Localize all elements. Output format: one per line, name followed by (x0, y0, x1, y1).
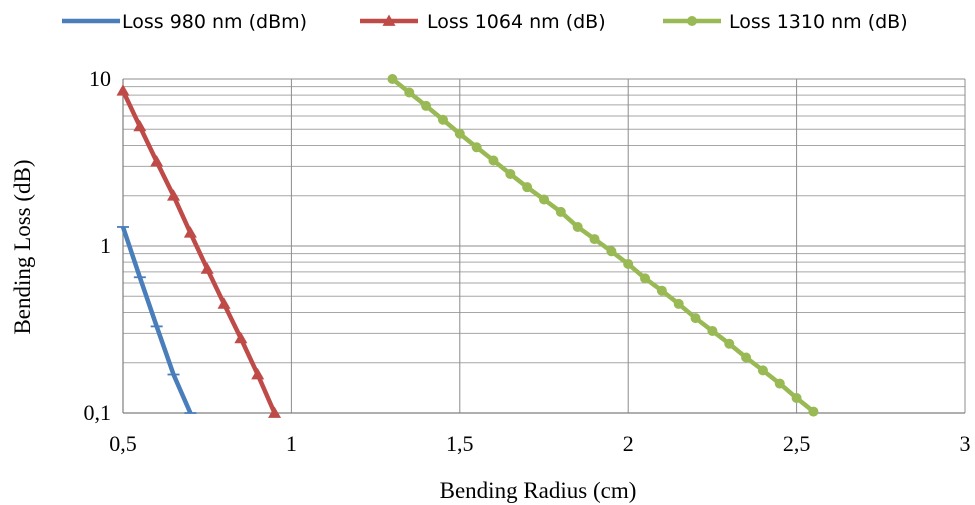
data-point (183, 226, 197, 238)
data-point (505, 168, 516, 179)
data-point (437, 114, 448, 125)
tick-labels: 0,5 1 1,5 2 2,5 3 0,1 1 10 (84, 66, 971, 456)
axes (122, 79, 965, 414)
series-line (120, 89, 277, 414)
data-point (217, 297, 231, 309)
data-point (673, 298, 684, 309)
data-point (421, 100, 432, 111)
data-point (200, 262, 214, 274)
data-point (707, 325, 718, 336)
data-point (488, 155, 499, 166)
x-tick-label: 1 (286, 431, 297, 456)
data-point (606, 246, 617, 257)
legend-label: Loss 1310 nm (dB) (729, 11, 908, 33)
data-point (724, 338, 735, 349)
y-axis-title: Bending Loss (dB) (10, 159, 35, 334)
legend-swatch-marker (687, 16, 697, 26)
y-tick-label: 0,1 (84, 400, 112, 425)
data-point (471, 142, 482, 153)
data-point (522, 182, 533, 193)
data-point (167, 189, 181, 201)
y-tick-label: 1 (100, 233, 111, 258)
x-tick-label: 2,5 (783, 431, 811, 456)
x-tick-label: 1,5 (446, 431, 474, 456)
grid (122, 78, 966, 414)
x-tick-label: 3 (960, 431, 971, 456)
series-layer (116, 74, 819, 418)
data-point (404, 87, 415, 98)
data-point (572, 221, 583, 232)
data-point (454, 128, 465, 139)
data-point (757, 365, 768, 376)
series-3 (387, 74, 819, 417)
data-point (623, 259, 634, 270)
legend-item-3: Loss 1310 nm (dB) (663, 11, 908, 33)
legend-item-1: Loss 980 nm (dBm) (62, 11, 307, 33)
x-tick-label: 2 (623, 431, 634, 456)
series-2 (116, 84, 282, 418)
series-line (120, 226, 193, 414)
x-tick-label: 0,5 (109, 431, 137, 456)
legend: Loss 980 nm (dBm) Loss 1064 nm (dB) Loss 1… (62, 11, 908, 33)
data-point (791, 392, 802, 403)
y-tick-label: 10 (89, 66, 111, 91)
data-point (133, 119, 147, 132)
data-point (656, 285, 667, 296)
data-point (690, 313, 701, 324)
data-point (150, 155, 164, 167)
data-point (589, 234, 600, 245)
data-point (640, 273, 651, 284)
data-point (116, 84, 130, 96)
data-point (539, 194, 549, 205)
legend-swatch-marker (382, 14, 396, 26)
legend-item-2: Loss 1064 nm (dB) (360, 11, 606, 33)
legend-label: Loss 1064 nm (dB) (427, 11, 606, 33)
data-point (387, 74, 398, 84)
data-point (234, 331, 248, 344)
data-point (268, 406, 282, 418)
data-point (741, 352, 752, 363)
data-point (774, 378, 785, 389)
x-axis-title: Bending Radius (cm) (440, 478, 637, 503)
data-point (555, 206, 566, 217)
series-1 (117, 226, 197, 414)
data-point (808, 406, 819, 417)
data-point (251, 368, 265, 380)
legend-label: Loss 980 nm (dBm) (122, 11, 307, 33)
